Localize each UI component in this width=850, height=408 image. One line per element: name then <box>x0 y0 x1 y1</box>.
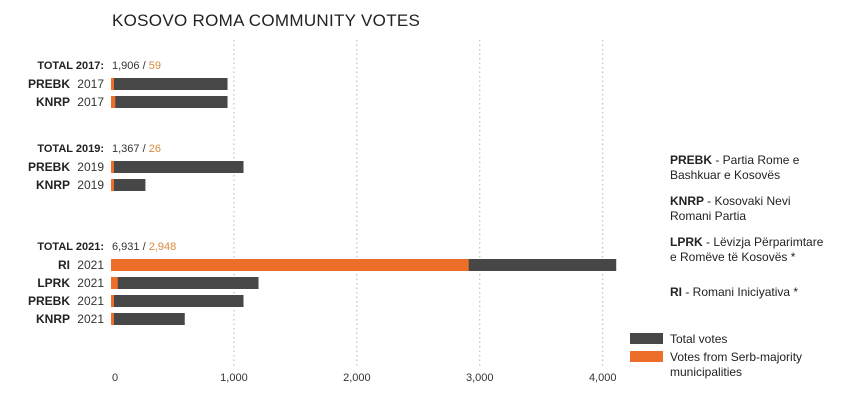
year-label: 2017 <box>77 77 104 91</box>
bar-serb-votes <box>111 259 469 271</box>
x-tick-label: 0 <box>112 372 118 384</box>
series-legend-label: Total votes <box>670 332 727 346</box>
party-legend-entry: KNRP - Kosovaki Nevi <box>670 194 791 208</box>
party-legend-entry: PREBK - Partia Rome e <box>670 153 800 167</box>
party-label: KNRP <box>36 178 70 192</box>
grid <box>233 40 604 368</box>
series-legend-swatch <box>630 351 663 362</box>
group-total-label: TOTAL 2017: <box>37 60 104 72</box>
bar-serb-votes <box>111 313 114 325</box>
row-labels: TOTAL 2017: 1,906 / 59 PREBK 2017 KNRP 2017 TO… <box>28 60 176 326</box>
year-label: 2019 <box>77 160 104 174</box>
x-tick-label: 2,000 <box>343 372 371 384</box>
year-label: 2021 <box>77 258 104 272</box>
group-serb-total-value: 59 <box>149 60 161 72</box>
group-total-value: 1,906 / 59 <box>112 60 161 72</box>
x-tick-label: 1,000 <box>220 372 248 384</box>
party-legend-continuation: Bashkuar e Kosovës <box>670 168 780 182</box>
bar-total-votes <box>111 96 228 108</box>
series-legend-label: municipalities <box>670 365 742 379</box>
bar-total-votes <box>111 295 244 307</box>
bar-serb-votes <box>111 277 118 289</box>
series-legend-swatch <box>630 333 663 344</box>
bar-serb-votes <box>111 96 116 108</box>
party-label: KNRP <box>36 312 70 326</box>
party-label: PREBK <box>28 294 70 308</box>
year-label: 2021 <box>77 294 104 308</box>
party-legend-entry: RI - Romani Iniciyativa * <box>670 285 798 299</box>
group-total-value: 6,931 / 2,948 <box>112 241 176 253</box>
group-serb-total-value: 26 <box>149 143 161 155</box>
series-legend-label: Votes from Serb-majority <box>670 350 802 364</box>
bar-serb-votes <box>111 161 114 173</box>
x-tick-label: 4,000 <box>589 372 617 384</box>
party-label: LPRK <box>37 276 70 290</box>
bar-serb-votes <box>111 295 114 307</box>
bar-total-votes <box>111 161 244 173</box>
bar-total-votes <box>111 313 185 325</box>
party-legend-continuation: e Romëve të Kosovës * <box>670 250 796 264</box>
year-label: 2021 <box>77 276 104 290</box>
year-label: 2019 <box>77 178 104 192</box>
party-label: PREBK <box>28 160 70 174</box>
party-label: KNRP <box>36 95 70 109</box>
group-total-label: TOTAL 2019: <box>37 143 104 155</box>
party-label: PREBK <box>28 77 70 91</box>
party-legend-entry: LPRK - Lëvizja Përparimtare <box>670 235 824 249</box>
party-legend-continuation: Romani Partia <box>670 209 746 223</box>
bars <box>111 78 617 325</box>
x-axis-ticks: 0 1,000 2,000 3,000 4,000 <box>112 372 617 384</box>
year-label: 2017 <box>77 95 104 109</box>
group-total-label: TOTAL 2021: <box>37 241 104 253</box>
x-tick-label: 3,000 <box>466 372 494 384</box>
bar-total-votes <box>111 78 228 90</box>
chart-title: KOSOVO ROMA COMMUNITY VOTES <box>112 11 420 30</box>
bar-serb-votes <box>111 78 114 90</box>
bar-total-votes <box>111 277 259 289</box>
bar-total-votes <box>111 179 146 191</box>
year-label: 2021 <box>77 312 104 326</box>
series-legend: Total votes Votes from Serb-majoritymunic… <box>630 332 802 379</box>
bar-serb-votes <box>111 179 114 191</box>
party-label: RI <box>58 258 70 272</box>
group-serb-total-value: 2,948 <box>149 241 177 253</box>
group-total-value: 1,367 / 26 <box>112 143 161 155</box>
